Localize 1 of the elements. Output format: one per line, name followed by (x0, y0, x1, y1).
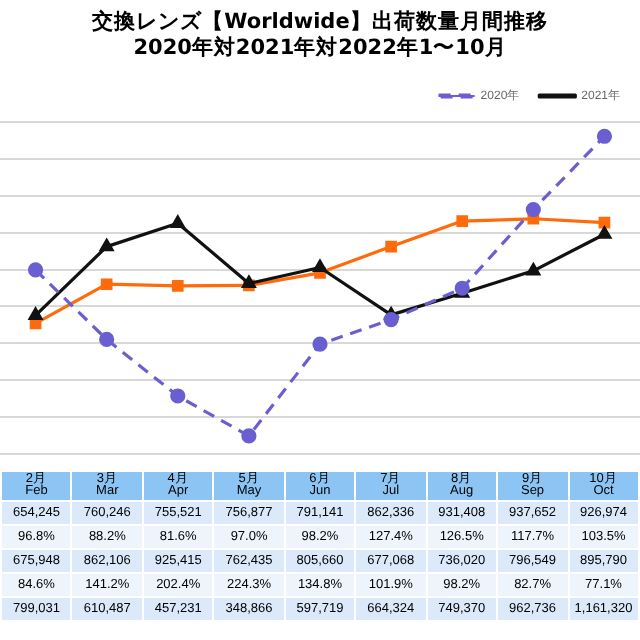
chart-title: 交換レンズ【Worldwide】出荷数量月間推移 2020年対2021年対2022年1〜10月 (90, 7, 550, 64)
